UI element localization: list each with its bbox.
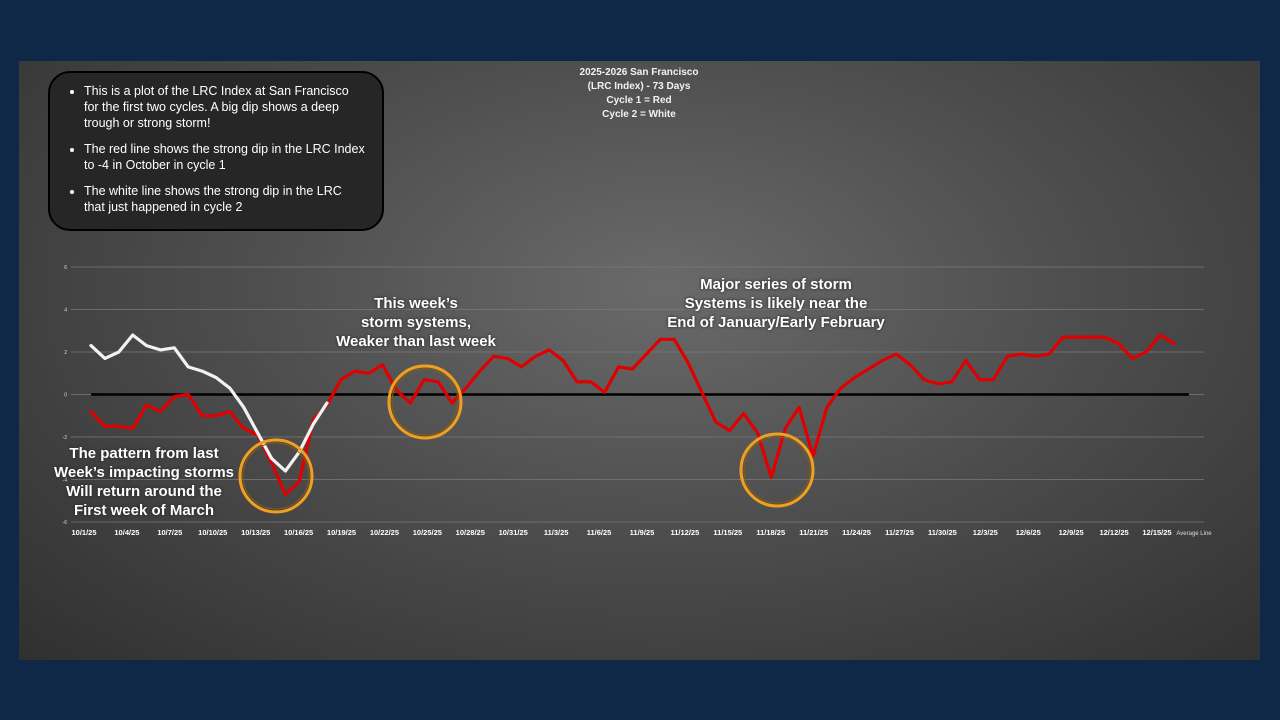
x-tick-label: 10/4/25 (114, 528, 139, 537)
highlight-circle-inner (743, 436, 811, 504)
series-line-1 (89, 333, 1176, 496)
x-tick-label: 11/24/25 (842, 528, 871, 537)
x-tick-label: 11/30/25 (928, 528, 957, 537)
callout-line: Weaker than last week (336, 333, 496, 350)
highlight-circles (238, 364, 815, 514)
x-tick-label: 11/3/25 (544, 528, 569, 537)
x-tick-label: 12/9/25 (1059, 528, 1084, 537)
series-line-2 (89, 333, 329, 473)
highlight-circle (387, 364, 463, 440)
x-tick-label: 12/6/25 (1016, 528, 1041, 537)
callout-line: First week of March (73, 502, 215, 519)
y-tick-label: -6 (63, 520, 68, 526)
x-tick-label: 11/9/25 (630, 528, 655, 537)
callout-line: Systems is likely near the (684, 295, 868, 312)
chart-title-line: 2025-2026 San Francisco (579, 67, 699, 78)
y-tick-label: -4 (63, 478, 68, 484)
x-axis-ticks: 10/1/25 10/4/25 10/7/25 10/10/25 10/13/25 10/… (71, 528, 1212, 537)
x-tick-label: 12/3/25 (973, 528, 998, 537)
callout-line: Will return around the (66, 483, 222, 500)
callout-line: This week’s (374, 295, 458, 312)
y-tick-label: 6 (64, 265, 67, 271)
callout-line: End of January/Early February (667, 314, 885, 331)
x-tick-label: 10/19/25 (327, 528, 356, 537)
x-tick-label: 10/28/25 (456, 528, 485, 537)
callout-line: Major series of storm (700, 276, 852, 293)
info-bullet-list: This is a plot of the LRC Index at San F… (66, 83, 366, 215)
x-tick-label: 10/25/25 (413, 528, 442, 537)
x-tick-label: Average Line (1176, 531, 1212, 537)
y-tick-label: 2 (64, 350, 67, 356)
highlight-circle (238, 438, 314, 514)
callout-line: storm systems, (360, 314, 472, 331)
info-bullet: The red line shows the strong dip in the… (84, 141, 366, 173)
x-tick-label: 10/22/25 (370, 528, 399, 537)
chart-title-line: (LRC Index) - 73 Days (587, 81, 691, 92)
y-tick-label: -2 (63, 435, 68, 441)
x-tick-label: 10/1/25 (71, 528, 96, 537)
x-tick-label: 10/31/25 (499, 528, 528, 537)
chart-title-line: Cycle 2 = White (602, 109, 676, 120)
chart-title-line: Cycle 1 = Red (606, 95, 672, 106)
slide-background: 6 4 2 0 -2 -4 -6 10/1/25 10/4/25 10/7/25 10/10/25… (19, 61, 1260, 660)
y-tick-label: 0 (64, 393, 67, 399)
callout-major-series: Major series of storm Systems is likely … (640, 275, 912, 332)
callout-this-week: This week’s storm systems, Weaker than l… (317, 294, 515, 351)
info-bullet: This is a plot of the LRC Index at San F… (84, 83, 366, 131)
lrc-line-chart: 6 4 2 0 -2 -4 -6 10/1/25 10/4/25 10/7/25 10/10/25… (63, 265, 1213, 537)
x-tick-label: 12/12/25 (1099, 528, 1128, 537)
x-tick-label: 11/27/25 (885, 528, 914, 537)
x-tick-label: 11/18/25 (756, 528, 785, 537)
x-tick-label: 10/10/25 (198, 528, 227, 537)
chart-title-block: 2025-2026 San Francisco (LRC Index) - 73… (519, 66, 759, 122)
x-tick-label: 11/6/25 (587, 528, 612, 537)
x-tick-label: 10/7/25 (157, 528, 182, 537)
x-tick-label: 12/15/25 (1142, 528, 1171, 537)
x-tick-label: 11/12/25 (670, 528, 699, 537)
x-tick-label: 11/15/25 (713, 528, 742, 537)
callout-line: Week’s impacting storms (53, 464, 235, 481)
info-bullet: The white line shows the strong dip in t… (84, 183, 366, 215)
callout-line: The pattern from last (69, 445, 219, 462)
info-box: This is a plot of the LRC Index at San F… (48, 71, 384, 231)
callout-pattern-return: The pattern from last Week’s impacting s… (39, 444, 249, 520)
y-axis-ticks: 6 4 2 0 -2 -4 -6 (63, 265, 68, 526)
highlight-circle-inner (391, 368, 459, 436)
x-tick-label: 10/16/25 (284, 528, 313, 537)
x-tick-label: 11/21/25 (799, 528, 828, 537)
highlight-circle (739, 432, 815, 508)
series-group (89, 333, 1176, 496)
highlight-circle-inner (242, 442, 310, 510)
x-tick-label: 10/13/25 (241, 528, 270, 537)
y-tick-label: 4 (64, 308, 67, 314)
